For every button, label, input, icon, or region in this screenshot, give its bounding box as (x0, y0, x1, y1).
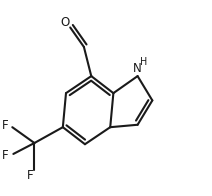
Text: F: F (2, 149, 8, 162)
Text: F: F (2, 120, 8, 132)
Text: H: H (140, 56, 148, 66)
Text: O: O (60, 16, 70, 29)
Text: N: N (132, 62, 141, 75)
Text: F: F (27, 169, 33, 182)
